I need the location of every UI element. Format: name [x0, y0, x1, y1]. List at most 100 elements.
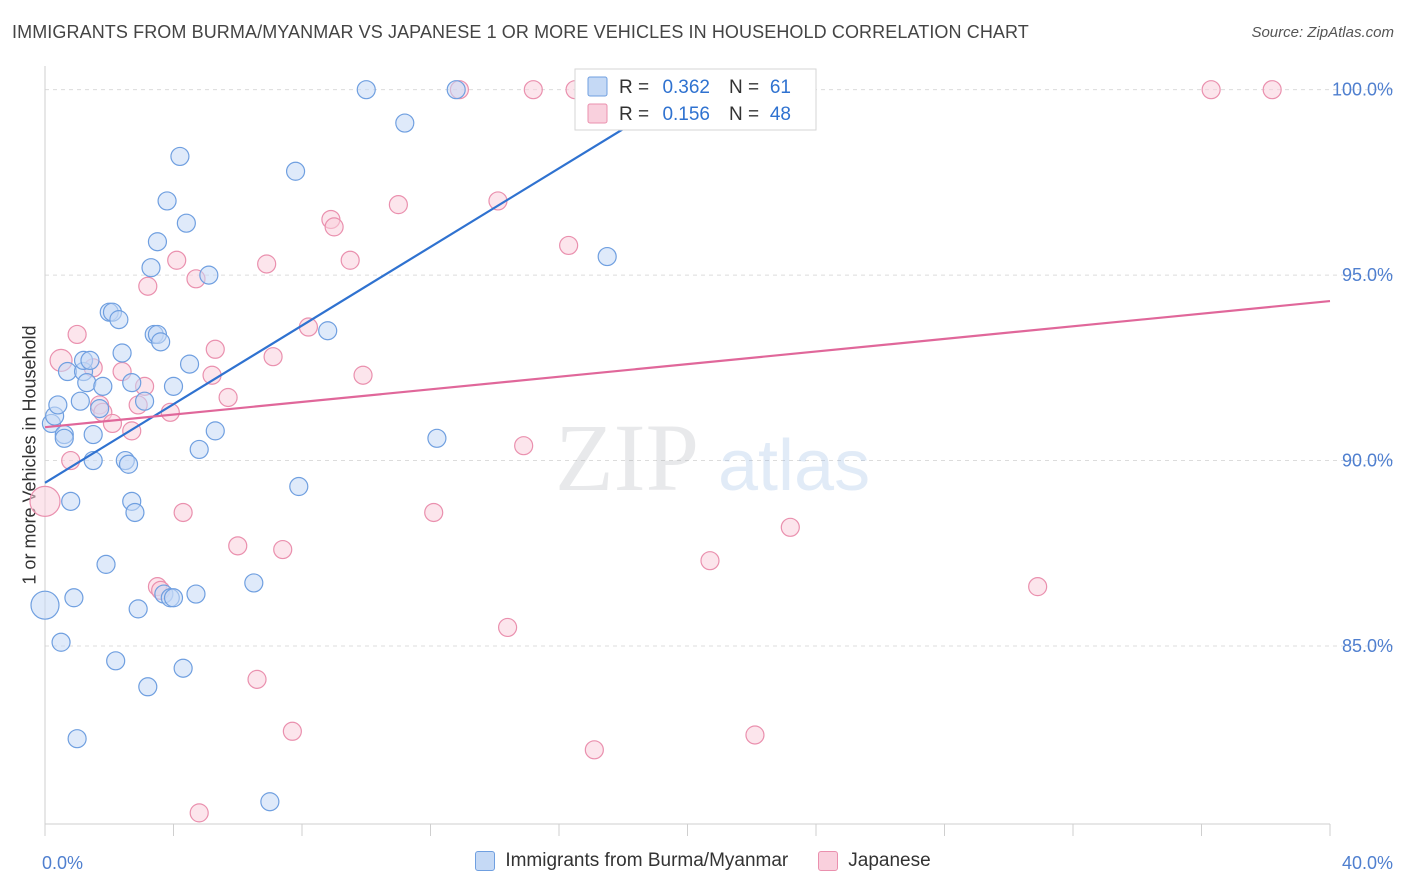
stats-swatch-pink: [587, 103, 608, 124]
japanese-point: [173, 502, 193, 523]
burma-point: [77, 373, 97, 393]
japanese-point: [514, 436, 534, 456]
chart-title: IMMIGRANTS FROM BURMA/MYANMAR VS JAPANES…: [12, 22, 1029, 42]
legend-label-burma: Immigrants from Burma/Myanmar: [505, 850, 789, 871]
burma-point: [122, 373, 142, 393]
japanese-point: [247, 669, 267, 689]
burma-point: [260, 792, 280, 812]
burma-point: [67, 729, 87, 749]
japanese-point: [780, 517, 800, 537]
burma-point: [80, 350, 100, 371]
burma-point: [157, 191, 177, 211]
burma-point: [118, 454, 139, 474]
burma-point: [125, 502, 145, 523]
burma-point: [205, 421, 225, 441]
burma-point: [54, 428, 74, 448]
burma-point: [61, 491, 81, 511]
japanese-point: [263, 347, 283, 367]
japanese-point: [167, 250, 187, 270]
y-tick-label: 85.0%: [1342, 636, 1393, 656]
x-tick-label-max: 40.0%: [1342, 853, 1393, 873]
burma-point: [176, 213, 196, 233]
japanese-point: [523, 80, 543, 100]
burma-point: [199, 265, 219, 285]
stats-n-label: N =: [729, 104, 759, 125]
japanese-trend-line: [44, 299, 1331, 429]
trend-lines: [44, 89, 1331, 484]
y-tick-label: 95.0%: [1342, 265, 1393, 285]
burma-point: [318, 321, 338, 341]
burma-point: [83, 424, 103, 445]
burma-point: [597, 246, 617, 267]
tick-labels: 85.0% 90.0% 95.0% 100.0% 0.0% 40.0%: [42, 80, 1393, 873]
japanese-point: [67, 324, 87, 345]
burma-point: [163, 588, 184, 608]
legend-item-burma[interactable]: Immigrants from Burma/Myanmar: [475, 850, 788, 872]
y-tick-label: 90.0%: [1342, 451, 1393, 471]
japanese-point: [388, 195, 408, 215]
burma-point: [289, 476, 309, 497]
stats-n-label: N =: [729, 77, 759, 98]
japanese-point: [498, 617, 518, 638]
stats-r-value: 0.156: [662, 104, 710, 125]
burma-trend-line: [44, 126, 628, 484]
burma-point: [134, 391, 155, 411]
burma-point: [64, 588, 84, 608]
gridlines: [45, 89, 1395, 647]
watermark-atlas: atlas: [718, 426, 870, 506]
burma-point: [90, 399, 110, 419]
stats-r-label: R =: [619, 77, 649, 98]
japanese-point: [218, 387, 238, 408]
burma-point: [93, 376, 113, 396]
burma-point: [151, 332, 171, 352]
burma-point: [179, 354, 200, 374]
axes: [44, 66, 1331, 836]
stats-box: R = 0.362 N = 61 R = 0.156 N = 48: [574, 68, 817, 131]
burma-point: [173, 658, 193, 678]
japanese-point: [1201, 80, 1221, 100]
burma-point: [147, 232, 168, 252]
japanese-point: [559, 235, 579, 256]
burma-point: [48, 395, 68, 415]
japanese-point: [584, 740, 604, 760]
japanese-point: [205, 339, 225, 359]
stats-box-frame: [574, 68, 817, 131]
legend-swatch-japanese: [818, 851, 839, 871]
burma-point: [356, 80, 376, 100]
legend-item-japanese[interactable]: Japanese: [818, 850, 931, 872]
japanese-point: [257, 254, 277, 274]
japanese-point: [1028, 577, 1048, 597]
burma-point: [70, 391, 90, 411]
burma-point: [395, 113, 415, 133]
japanese-point: [745, 725, 765, 745]
y-tick-label: 100.0%: [1332, 80, 1393, 100]
watermark-zip: ZIP: [555, 404, 699, 511]
burma-point: [427, 428, 447, 448]
burma-point: [141, 258, 161, 278]
legend-label-japanese: Japanese: [848, 850, 931, 871]
legend: Immigrants from Burma/Myanmar Japanese: [0, 850, 1406, 872]
japanese-point: [340, 250, 360, 270]
burma-point: [186, 584, 206, 604]
burma-point: [106, 651, 126, 671]
japanese-point: [1262, 80, 1282, 100]
stats-n-value: 61: [770, 77, 791, 98]
burma-point: [112, 343, 132, 363]
source-label: Source: ZipAtlas.com: [1251, 24, 1394, 41]
japanese-point: [228, 536, 248, 556]
japanese-point: [273, 539, 293, 560]
burma-point: [446, 80, 466, 100]
stats-r-label: R =: [619, 104, 649, 125]
japanese-point: [189, 803, 209, 823]
japanese-point: [424, 502, 444, 523]
burma-point: [57, 361, 78, 382]
burma-point: [128, 599, 148, 619]
burma-point: [109, 310, 129, 330]
burma-point: [96, 554, 116, 574]
burma-point: [189, 439, 209, 460]
burma-point: [285, 161, 306, 181]
japanese-point: [353, 365, 373, 385]
burma-point: [163, 376, 184, 396]
stats-r-value: 0.362: [662, 77, 710, 98]
